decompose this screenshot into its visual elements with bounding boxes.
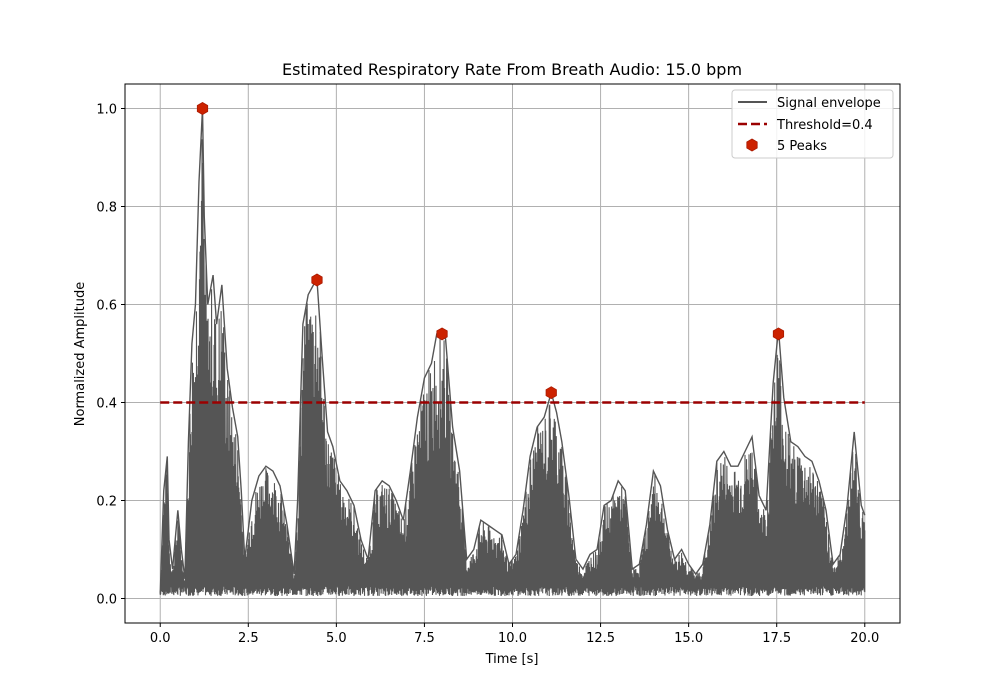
y-tick-label: 0.6: [96, 299, 117, 314]
legend-label: 5 Peaks: [777, 139, 827, 154]
y-tick-label: 0.2: [96, 495, 117, 510]
peak-marker: [436, 327, 448, 341]
y-tick-label: 0.4: [96, 397, 117, 412]
y-axis-label: Normalized Amplitude: [73, 282, 88, 426]
x-tick-label: 15.0: [674, 631, 703, 646]
signal-envelope-line: [159, 108, 866, 594]
x-tick-label: 20.0: [850, 631, 879, 646]
plot-data: [159, 102, 866, 597]
x-tick-label: 17.5: [762, 631, 791, 646]
axis-ticks: 0.0 2.5 5.0 7.5 10.0 12.5 15.0 17.5 20.0 0.0 0.2 0.…: [96, 103, 879, 647]
legend-label: Signal envelope: [777, 96, 881, 111]
x-axis-label: Time [s]: [485, 652, 539, 667]
x-tick-label: 10.0: [498, 631, 527, 646]
x-tick-label: 12.5: [586, 631, 615, 646]
chart-title: Estimated Respiratory Rate From Breath A…: [282, 60, 742, 79]
legend-swatch-peaks: [746, 138, 758, 152]
y-tick-label: 0.8: [96, 201, 117, 216]
peak-marker: [772, 327, 785, 341]
x-tick-label: 7.5: [414, 631, 435, 646]
y-tick-label: 0.0: [96, 593, 117, 608]
legend-label: Threshold=0.4: [776, 118, 873, 133]
signal-fill-strokes: [159, 139, 866, 597]
peak-marker: [311, 273, 323, 287]
peak-marker: [545, 386, 557, 400]
peak-marker: [196, 102, 209, 115]
y-tick-label: 1.0: [96, 103, 117, 118]
x-tick-label: 5.0: [326, 631, 347, 646]
legend-box: [731, 89, 894, 159]
x-tick-label: 2.5: [238, 631, 259, 646]
legend: Signal envelope Threshold=0.4 5 Peaks: [731, 89, 894, 159]
x-tick-label: 0.0: [150, 631, 171, 646]
